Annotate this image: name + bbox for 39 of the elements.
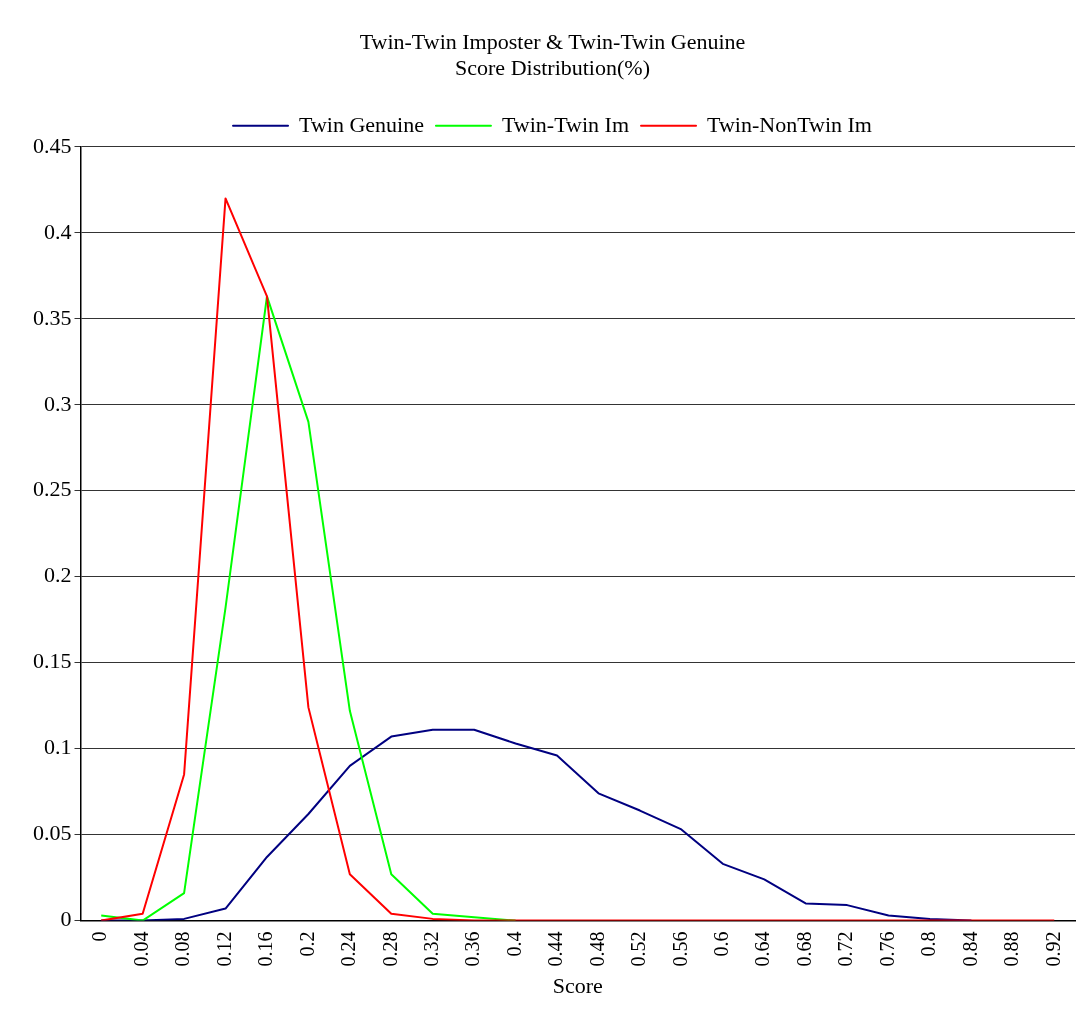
x-tick-label: 0.48 (585, 931, 608, 967)
x-tick-label: 0.4 (502, 931, 525, 957)
x-tick-label: 0.6 (710, 931, 733, 957)
x-tick-label: 0.64 (751, 931, 774, 967)
x-tick-label: 0.56 (668, 931, 691, 967)
x-tick-label: 0.88 (1000, 931, 1023, 967)
x-tick-label: 0.32 (419, 931, 442, 967)
y-tick-label: 0.45 (33, 132, 72, 158)
x-tick-label: 0.52 (627, 931, 650, 967)
x-tick-label: 0.72 (834, 931, 857, 967)
y-tick-label: 0 (60, 906, 72, 932)
x-tick-label: 0.28 (378, 931, 401, 967)
x-tick-label: 0.12 (212, 931, 235, 967)
x-tick-label: 0.04 (129, 931, 152, 967)
y-tick-label: 0.25 (33, 476, 72, 502)
x-tick-label: 0.24 (337, 931, 360, 967)
x-tick-label: 0.92 (1041, 931, 1064, 967)
x-tick-label: 0.36 (461, 931, 484, 967)
x-tick-label: 0.8 (917, 931, 940, 957)
y-tick-label: 0.15 (33, 648, 72, 674)
chart-title: Twin-Twin Imposter & Twin-Twin Genuine Score Distribution(%) (359, 28, 746, 81)
x-tick-label: 0.16 (254, 931, 277, 967)
x-tick-label: 0.68 (792, 931, 815, 967)
y-tick-label: 0.05 (33, 820, 72, 846)
x-tick-label: 0.44 (544, 931, 567, 967)
y-tick-label: 0.1 (44, 734, 72, 760)
y-tick-label: 0.35 (33, 304, 72, 330)
x-tick-label: 0 (88, 931, 111, 942)
y-tick-label: 0.4 (44, 218, 72, 244)
legend-label: Twin-Twin Im (501, 111, 630, 137)
x-tick-label: 0.76 (875, 931, 898, 967)
x-tick-label: 0.2 (295, 931, 318, 957)
x-tick-label: 0.84 (958, 931, 981, 967)
x-axis-title: Score (552, 972, 603, 998)
legend-label: Twin Genuine (299, 111, 424, 137)
legend-label: Twin-NonTwin Im (707, 111, 872, 137)
y-tick-label: 0.3 (44, 390, 72, 416)
x-tick-label: 0.08 (171, 931, 194, 967)
y-tick-label: 0.2 (44, 562, 72, 588)
